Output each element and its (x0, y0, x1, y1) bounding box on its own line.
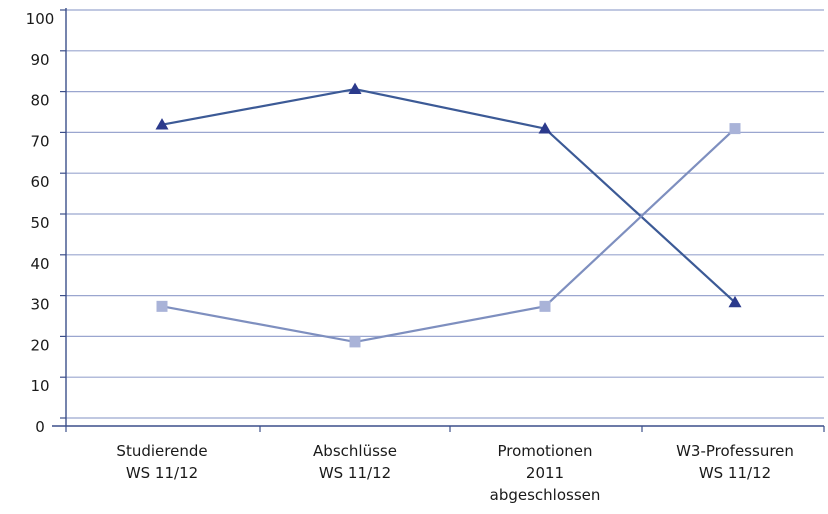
data-point-square (539, 300, 551, 312)
y-tick-label: 30 (30, 296, 49, 314)
x-category-label: Studierende WS 11/12 (116, 442, 207, 482)
y-tick-label: 10 (30, 377, 49, 395)
series-line-1 (161, 87, 736, 304)
y-tick-label: 20 (30, 336, 49, 354)
x-category-label: Abschlüsse WS 11/12 (313, 442, 397, 482)
axes (52, 8, 825, 432)
data-point-square (156, 300, 168, 312)
y-tick-label: 70 (30, 132, 49, 150)
data-point-triangle (155, 118, 169, 130)
data-point-square (729, 123, 741, 135)
x-category-label-line: Promotionen (497, 442, 592, 460)
data-point-triangle (728, 295, 742, 308)
x-category-label-line: abgeschlossen (490, 486, 601, 504)
y-tick-label: 0 (35, 418, 45, 436)
y-tick-label: 100 (26, 10, 55, 28)
x-category-label-line: WS 11/12 (319, 464, 391, 482)
y-tick-label: 50 (30, 214, 49, 232)
y-tick-label: 90 (30, 51, 49, 69)
x-category-label-line: 2011 (526, 464, 564, 482)
series-lines (155, 82, 742, 348)
y-tick-label: 60 (30, 173, 49, 191)
grid-lines (66, 9, 824, 419)
x-category-label-line: Studierende (116, 442, 207, 460)
x-category-label-line: W3-Professuren (676, 442, 794, 460)
y-tick-labels: 0 10 20 30 40 50 60 70 80 90 100 (26, 10, 55, 436)
x-category-label-line: Abschlüsse (313, 442, 397, 460)
x-category-label: W3-Professuren WS 11/12 (676, 442, 794, 482)
data-point-square (349, 336, 361, 348)
y-tick-label: 40 (30, 255, 49, 273)
y-tick-label: 80 (30, 92, 49, 110)
series-line-2 (161, 127, 736, 344)
x-category-label-line: WS 11/12 (126, 464, 198, 482)
data-point-triangle (538, 122, 552, 134)
x-category-label-line: WS 11/12 (699, 464, 771, 482)
data-point-triangle (348, 82, 362, 94)
x-category-labels: Studierende WS 11/12 Abschlüsse WS 11/12 Pro… (116, 442, 793, 504)
x-category-label: Promotionen 2011 abgeschlossen (490, 442, 601, 504)
